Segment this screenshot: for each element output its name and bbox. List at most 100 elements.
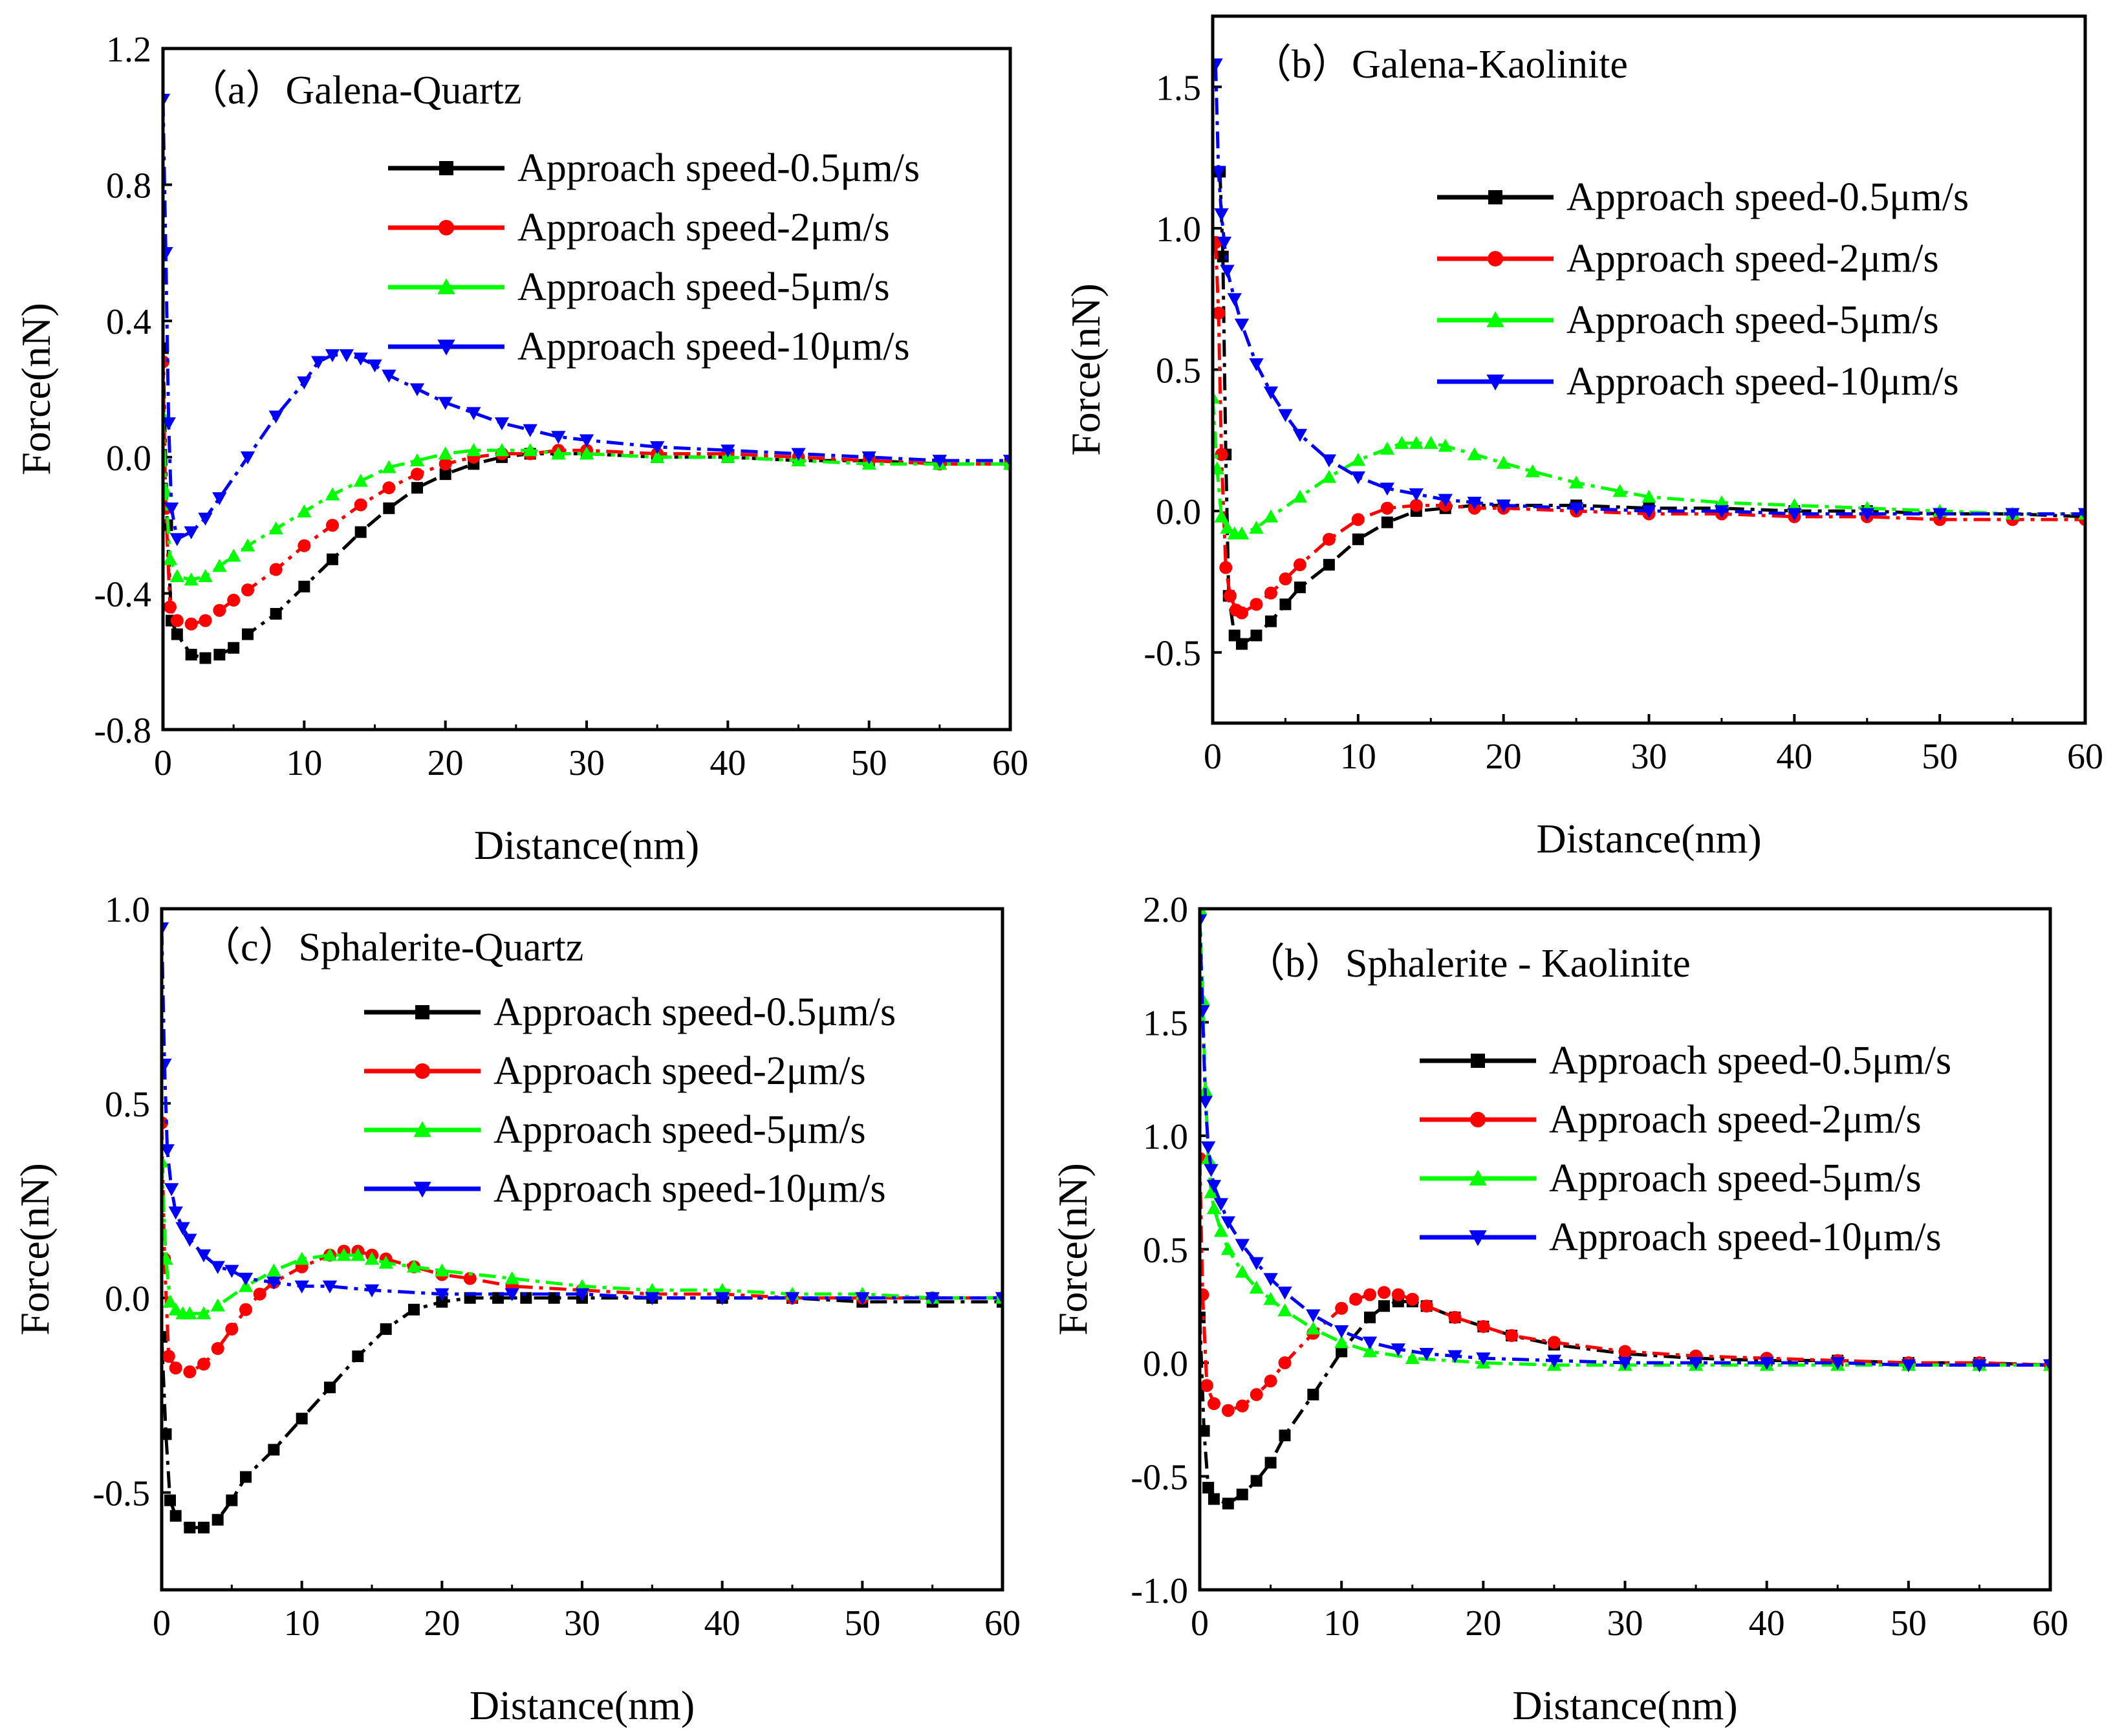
data-point xyxy=(266,1263,281,1277)
data-point xyxy=(932,455,947,468)
data-point xyxy=(504,1288,519,1301)
data-point xyxy=(294,1252,309,1265)
data-point xyxy=(1221,1404,1235,1417)
data-point xyxy=(1222,1497,1234,1510)
data-point xyxy=(1206,1180,1222,1193)
data-point xyxy=(266,1276,281,1290)
data-point xyxy=(324,1382,336,1394)
data-point xyxy=(163,552,178,565)
data-point xyxy=(1279,598,1292,611)
data-point xyxy=(1307,1389,1319,1401)
data-point xyxy=(791,448,806,461)
data-point xyxy=(1220,265,1235,278)
data-point xyxy=(1381,516,1393,528)
data-point xyxy=(354,498,367,512)
legend-label: Approach speed-0.5μm/s xyxy=(493,990,896,1034)
data-point xyxy=(1263,509,1279,523)
data-point xyxy=(504,1271,519,1285)
data-point xyxy=(1714,495,1729,508)
data-point xyxy=(182,1306,197,1319)
data-point xyxy=(1351,513,1365,526)
y-tick-label: -0.5 xyxy=(1131,1458,1188,1498)
series-2 xyxy=(163,355,1010,631)
data-point xyxy=(224,1264,239,1278)
data-point xyxy=(199,614,212,627)
legend-marker xyxy=(437,278,455,294)
data-point xyxy=(1448,1310,1462,1324)
data-point xyxy=(1279,572,1292,586)
data-point xyxy=(715,1292,730,1305)
data-point xyxy=(2005,508,2020,521)
legend-label: Approach speed-2μm/s xyxy=(517,206,890,250)
data-point xyxy=(1200,1096,1213,1109)
data-point xyxy=(1380,483,1394,496)
data-point xyxy=(409,453,425,466)
y-axis-title: Force(nN) xyxy=(13,303,59,475)
data-point xyxy=(184,526,199,539)
data-point xyxy=(1349,1292,1363,1306)
series-line xyxy=(1200,1158,2050,1413)
data-point xyxy=(1250,598,1263,611)
data-point xyxy=(383,502,395,514)
data-point xyxy=(197,1358,210,1371)
data-point xyxy=(182,1233,197,1247)
data-point xyxy=(1306,1309,1321,1323)
data-point xyxy=(353,353,368,366)
data-point xyxy=(162,1154,169,1168)
data-point xyxy=(1234,318,1250,332)
data-point xyxy=(297,376,312,390)
data-point xyxy=(1377,1286,1391,1299)
data-point xyxy=(199,652,211,664)
data-point xyxy=(1213,58,1223,72)
data-point xyxy=(520,1292,532,1304)
data-point xyxy=(1362,1336,1378,1350)
y-tick-label: -0.8 xyxy=(94,711,151,751)
panel-title: （a）Galena-Quartz xyxy=(188,69,521,113)
x-tick-label: 0 xyxy=(1204,737,1222,777)
data-point xyxy=(1214,509,1229,523)
legend-label: Approach speed-10μm/s xyxy=(517,325,910,369)
data-point xyxy=(184,572,199,586)
legend-label: Approach speed-2μm/s xyxy=(493,1049,866,1093)
data-point xyxy=(1405,1351,1420,1364)
data-point xyxy=(240,1471,252,1483)
series-1 xyxy=(1200,1296,2050,1510)
legend-marker xyxy=(415,1005,429,1019)
data-point xyxy=(1335,1301,1349,1315)
data-point xyxy=(1972,1359,1987,1373)
data-point xyxy=(1568,475,1584,489)
data-point xyxy=(268,410,283,424)
series-3 xyxy=(1213,391,2085,540)
data-point xyxy=(1618,1345,1632,1358)
data-point xyxy=(1294,581,1306,594)
data-point xyxy=(1350,471,1365,484)
data-point xyxy=(1249,1257,1264,1270)
data-point xyxy=(1236,1488,1248,1501)
data-point xyxy=(164,1183,179,1197)
data-point xyxy=(163,600,177,614)
data-point xyxy=(162,1144,175,1158)
data-point xyxy=(574,1288,590,1301)
data-point xyxy=(1249,358,1264,371)
data-point xyxy=(1787,498,1802,512)
data-point xyxy=(1208,1493,1220,1505)
data-point xyxy=(1363,1288,1376,1301)
data-point xyxy=(170,614,184,627)
data-point xyxy=(1263,386,1279,400)
data-point xyxy=(1264,615,1277,627)
data-point xyxy=(382,460,396,473)
legend-marker xyxy=(1470,1112,1486,1127)
y-tick-label: 1.0 xyxy=(1156,210,1201,250)
legend-marker xyxy=(1471,1054,1485,1068)
data-point xyxy=(1235,1399,1249,1413)
data-point xyxy=(1612,484,1627,497)
y-tick-label: 1.0 xyxy=(1143,1117,1188,1157)
x-tick-label: 20 xyxy=(424,1603,460,1644)
data-point xyxy=(169,569,184,583)
data-point xyxy=(551,446,566,460)
chart-panel-2: 0 10 20 30 40 50 60 -0.5 0.0 0.5 1.0 1.5 Distance(nm… xyxy=(1063,14,2103,862)
data-point xyxy=(364,1284,380,1297)
data-point xyxy=(198,1521,210,1534)
y-axis-title: Force(nN) xyxy=(1063,283,1109,456)
data-point xyxy=(1207,1397,1220,1411)
